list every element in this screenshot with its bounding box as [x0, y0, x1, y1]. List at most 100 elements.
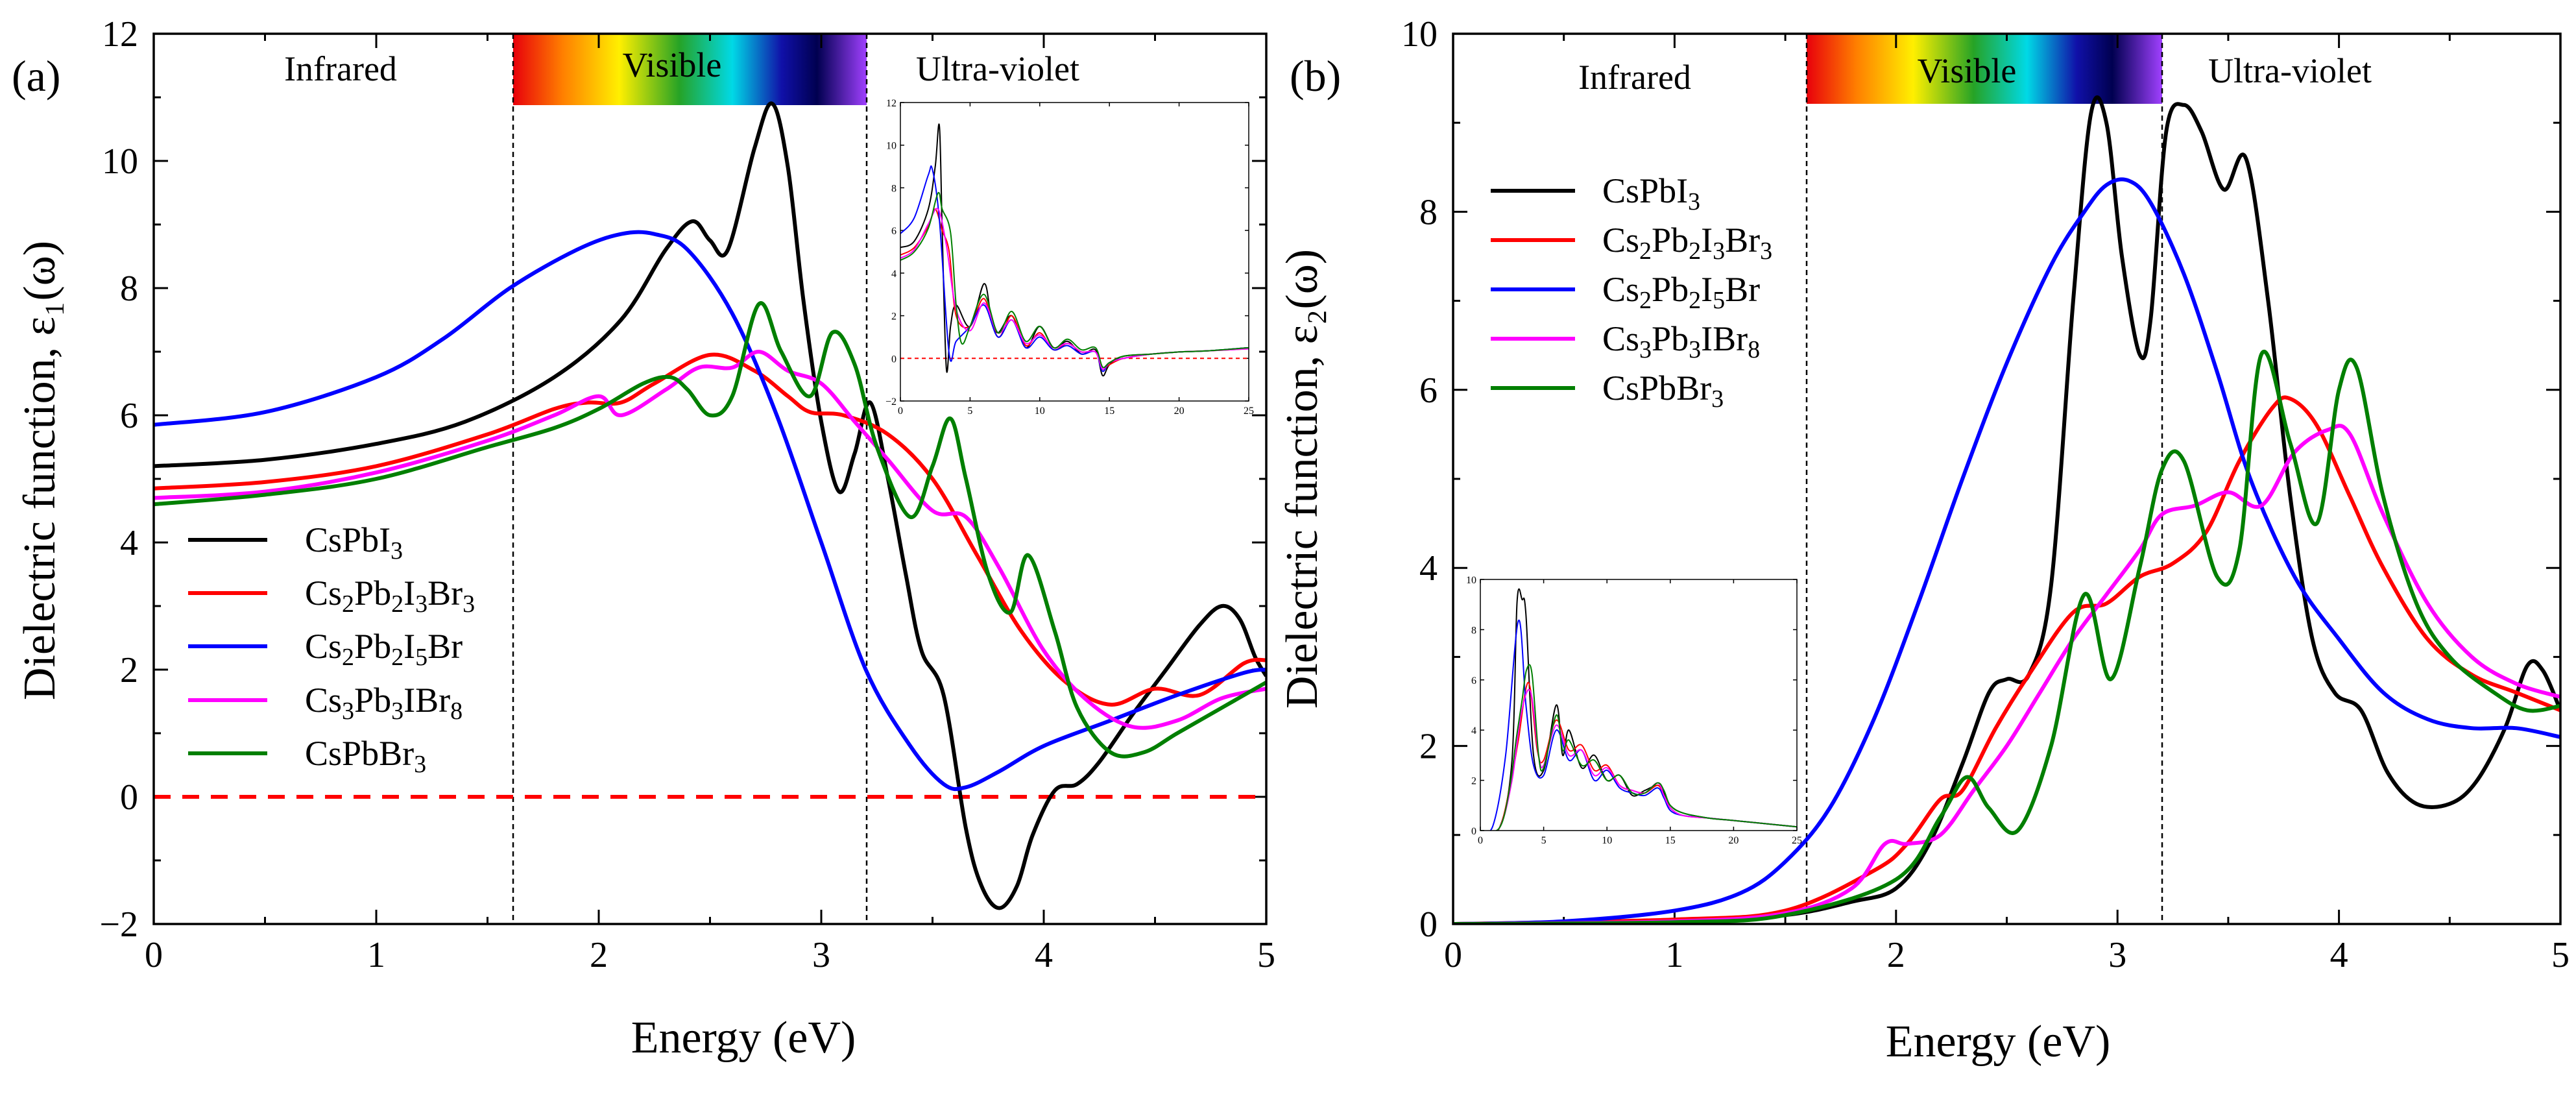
legend-item-cs3pb3ibr8: Cs3Pb3IBr8 [1491, 319, 1760, 363]
panel-a-regions: Infrared Visible Ultra-violet [284, 34, 1079, 105]
formula-part: 5 [1713, 287, 1725, 314]
formula-part: CsPbBr [305, 734, 414, 773]
panel-b-inset-x-tick-label: 5 [1541, 835, 1547, 846]
panel-b-y-tick-label: 2 [1419, 727, 1438, 767]
panel-b-inset-y-tick-label: 0 [1471, 826, 1476, 837]
formula-part: Br [1725, 221, 1760, 260]
legend-item-cs2pb2i3br3: Cs2Pb2I3Br3 [1491, 221, 1772, 265]
panel-a-y-tick-label: 8 [120, 269, 138, 309]
formula-part: Cs [305, 627, 342, 666]
legend-label-cspbi3: CsPbI3 [1602, 171, 1700, 215]
panel-a-epsilon1-chart: (a) Energy (eV) Dielectric function, ε₁(… [12, 14, 1275, 1063]
panel-a-inset-x-tick-label: 25 [1244, 406, 1254, 417]
panel-a-x-tick-label: 1 [367, 935, 385, 975]
panel-a-x-tick-label: 0 [145, 935, 163, 975]
panel-b-inset: 0 5 10 15 20 25 0 2 4 6 8 10 [1466, 575, 1802, 846]
panel-b-inset-y-tick-label: 10 [1466, 575, 1476, 586]
legend-label-cs2pb2i3br3: Cs2Pb2I3Br3 [305, 574, 475, 618]
formula-part: 3 [1760, 237, 1772, 265]
legend-item-cs3pb3ibr8: Cs3Pb3IBr8 [188, 681, 463, 725]
panel-b-y-axis-title: Dielectric function, ε₂(ω) [1277, 249, 1327, 709]
region-label-ultraviolet: Ultra-violet [2208, 51, 2372, 90]
panel-a-series-cspbbr3 [154, 301, 1266, 759]
formula-part: 3 [463, 590, 475, 618]
formula-part: I [403, 627, 415, 666]
panel-b-series-cspbbr3 [1453, 350, 2560, 924]
formula-part: 5 [415, 644, 427, 671]
legend-item-cspbi3: CsPbI3 [188, 520, 403, 565]
panel-b-x-tick-label: 2 [1887, 935, 1905, 975]
panel-a-y-tick-label: 2 [120, 650, 138, 690]
visible-spectrum-bar [1807, 34, 2162, 104]
panel-b-inset-y-tick-label: 2 [1471, 776, 1476, 787]
panel-a-series-cs2pb2i3br3 [154, 352, 1266, 707]
panel-b-epsilon2-chart: (b) Energy (eV) Dielectric function, ε₂(… [1277, 14, 2570, 1067]
panel-a-x-tick-label: 3 [812, 935, 830, 975]
panel-a-inset-frame [900, 102, 1249, 402]
formula-part: I [403, 574, 415, 613]
panel-a-series-cs2pb2i5br [154, 230, 1266, 792]
formula-part: 2 [342, 590, 354, 618]
formula-part: 3 [414, 751, 426, 778]
panel-b-inset-x-tick-label: 10 [1602, 835, 1612, 846]
legend-label-cspbbr3: CsPbBr3 [1602, 369, 1724, 413]
legend-label-cspbbr3: CsPbBr3 [305, 734, 426, 778]
panel-b-x-tick-label: 4 [2330, 935, 2348, 975]
region-label-ultraviolet: Ultra-violet [916, 49, 1079, 88]
legend-label-cs3pb3ibr8: Cs3Pb3IBr8 [1602, 319, 1760, 363]
legend-label-cs2pb2i3br3: Cs2Pb2I3Br3 [1602, 221, 1772, 265]
formula-part: Cs [305, 574, 342, 613]
formula-part: IBr [403, 681, 450, 720]
formula-part: Pb [1652, 319, 1689, 358]
formula-part: 3 [391, 537, 403, 565]
formula-part: 2 [391, 644, 403, 671]
panel-b-series-cs3pb3ibr8 [1453, 424, 2560, 924]
panel-a-inset-series-cs3pb3ibr8 [900, 208, 1249, 371]
panel-a-inset-x-tick-label: 0 [898, 406, 903, 417]
formula-part: I [1701, 221, 1713, 260]
formula-part: 3 [1689, 336, 1701, 363]
formula-part: CsPbBr [1602, 369, 1711, 407]
panel-a-y-tick-label: 12 [102, 14, 138, 55]
panel-b-x-tick-label: 1 [1665, 935, 1683, 975]
panel-a-inset-x-tick-label: 15 [1104, 406, 1114, 417]
panel-a-inset-y-tick-label: 0 [891, 354, 897, 365]
formula-part: I [1701, 270, 1713, 309]
panel-b-y-tick-label: 0 [1419, 905, 1438, 945]
panel-b-frame [1452, 32, 2562, 925]
panel-a-inset-x-tick-label: 10 [1035, 406, 1045, 417]
panel-a-label: (a) [12, 51, 60, 101]
legend-label-cs2pb2i5br: Cs2Pb2I5Br [305, 627, 463, 671]
panel-b-regions: Infrared Visible Ultra-violet [1578, 34, 2372, 104]
panel-a-y-tick-label: 0 [120, 777, 138, 818]
panel-b-inset-y-tick-label: 6 [1471, 675, 1476, 687]
panel-a-legend: CsPbI3 Cs2Pb2I3Br3 Cs2Pb2I5Br Cs3Pb3IBr8… [188, 520, 475, 778]
legend-label-cspbi3: CsPbI3 [305, 520, 403, 565]
formula-part: 3 [1713, 237, 1725, 265]
panel-b-series-cs2pb2i5br [1453, 177, 2560, 924]
panel-a-inset-series-cspbbr3 [900, 191, 1249, 369]
formula-part: Br [427, 574, 463, 613]
panel-b-inset-x-tick-label: 25 [1792, 835, 1802, 846]
panel-a-y-tick-label: 6 [120, 396, 138, 436]
formula-part: CsPbI [1602, 171, 1688, 210]
panel-b-y-tick-label: 10 [1401, 14, 1438, 55]
legend-item-cspbbr3: CsPbBr3 [1491, 369, 1724, 413]
panel-a-inset-y-tick-label: 2 [891, 311, 897, 322]
legend-item-cspbi3: CsPbI3 [1491, 171, 1700, 215]
formula-part: 2 [1689, 287, 1701, 314]
panel-a-inset-x-tick-label: 5 [967, 406, 972, 417]
formula-part: 3 [1688, 188, 1700, 215]
formula-part: Cs [1602, 221, 1639, 260]
formula-part: Br [427, 627, 463, 666]
panel-b-series-cs2pb2i3br3 [1453, 395, 2560, 924]
formula-part: Cs [1602, 319, 1639, 358]
region-label-infrared: Infrared [1578, 58, 1691, 97]
panel-b-inset-y-tick-label: 8 [1471, 625, 1476, 636]
formula-part: Cs [305, 681, 342, 720]
legend-item-cs2pb2i3br3: Cs2Pb2I3Br3 [188, 574, 475, 618]
panel-b-y-tick-label: 8 [1419, 192, 1438, 232]
